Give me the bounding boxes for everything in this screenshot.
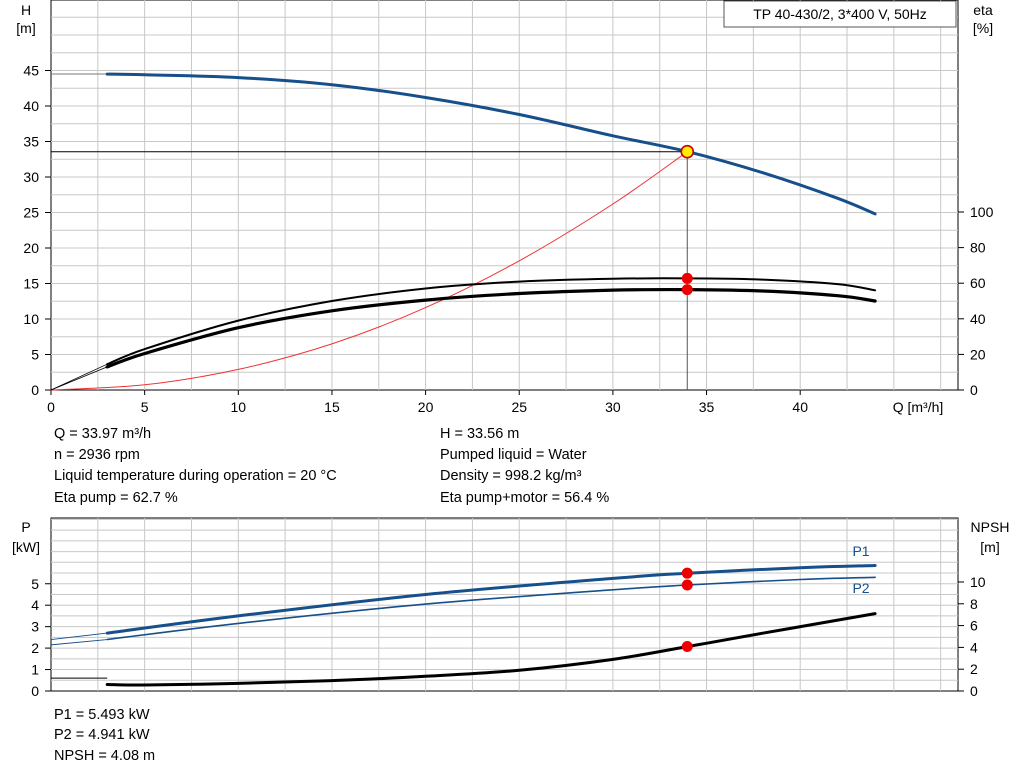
info-eta-total: Eta pump+motor = 56.4 % <box>440 490 610 506</box>
p-lead-in <box>50 632 108 640</box>
h-tick-label: 20 <box>23 240 39 256</box>
info-density: Density = 998.2 kg/m³ <box>440 468 582 484</box>
eta-tick-label: 80 <box>970 240 986 256</box>
info-q: Q = 33.97 m³/h <box>54 426 152 442</box>
p-axis-label: P <box>21 519 30 535</box>
npsh-tick-label: 8 <box>970 596 978 612</box>
p-tick-label: 2 <box>31 640 39 656</box>
op-marker-npsh <box>681 641 693 653</box>
x-tick-label: 40 <box>792 399 808 415</box>
eta-tick-label: 40 <box>970 311 986 327</box>
h-axis-unit: [m] <box>16 20 35 36</box>
op-marker-p1 <box>681 567 693 579</box>
x-tick-label: 15 <box>324 399 340 415</box>
x-tick-label: 35 <box>699 399 715 415</box>
h-tick-label: 45 <box>23 63 39 79</box>
series-eta-pump-motor <box>105 287 877 369</box>
eta-tick-label: 0 <box>970 382 978 398</box>
h-tick-label: 35 <box>23 134 39 150</box>
x-tick-label: 5 <box>141 399 149 415</box>
x-axis-label: Q [m³/h] <box>893 399 944 415</box>
npsh-tick-label: 6 <box>970 618 978 634</box>
info-p1: P1 = 5.493 kW <box>54 707 150 723</box>
p-axis-unit: [kW] <box>12 539 40 555</box>
x-tick-label: 25 <box>511 399 527 415</box>
eta-tick-label: 100 <box>970 204 994 220</box>
op-marker-h <box>680 144 695 159</box>
p-tick-label: 3 <box>31 619 39 635</box>
p-tick-label: 0 <box>31 683 39 699</box>
x-tick-label: 20 <box>418 399 434 415</box>
p2-series-label: P2 <box>852 580 869 596</box>
h-tick-label: 10 <box>23 311 39 327</box>
eta-tick-label: 60 <box>970 275 986 291</box>
h-tick-label: 40 <box>23 98 39 114</box>
h-axis-label: H <box>21 2 31 18</box>
p-tick-label: 5 <box>31 576 39 592</box>
info-liquid-temp: Liquid temperature during operation = 20… <box>54 468 337 484</box>
series-p2 <box>106 576 876 641</box>
title-text: TP 40-430/2, 3*400 V, 50Hz <box>753 6 927 22</box>
series-p1 <box>105 564 877 635</box>
eta-lead-in <box>50 366 108 391</box>
p-lead-in <box>50 639 108 646</box>
op-marker-eta-pump <box>681 272 693 284</box>
info-eta-pump: Eta pump = 62.7 % <box>54 490 178 506</box>
npsh-tick-label: 4 <box>970 639 978 655</box>
eta-axis-unit: [%] <box>973 20 993 36</box>
p1-series-label: P1 <box>852 543 869 559</box>
eta-axis-label: eta <box>973 2 993 18</box>
npsh-axis-label: NPSH <box>971 519 1010 535</box>
x-tick-label: 10 <box>231 399 247 415</box>
info-n: n = 2936 rpm <box>54 447 140 463</box>
h-tick-label: 25 <box>23 205 39 221</box>
eta-tick-label: 20 <box>970 346 986 362</box>
x-tick-label: 30 <box>605 399 621 415</box>
info-h: H = 33.56 m <box>440 426 520 442</box>
eta-lead-in <box>50 363 108 391</box>
info-npsh: NPSH = 4.08 m <box>54 748 156 764</box>
npsh-tick-label: 10 <box>970 574 986 590</box>
npsh-tick-label: 0 <box>970 683 978 699</box>
p-tick-label: 4 <box>31 597 39 613</box>
op-marker-eta-total <box>681 284 693 296</box>
series-system <box>50 151 688 391</box>
bottom-plot-frame <box>50 517 959 692</box>
x-tick-label: 0 <box>47 399 55 415</box>
h-tick-label: 30 <box>23 169 39 185</box>
h-tick-label: 15 <box>23 276 39 292</box>
h-tick-label: 5 <box>31 347 39 363</box>
h-tick-label: 0 <box>31 382 39 398</box>
series-npsh <box>105 612 877 687</box>
npsh-tick-label: 2 <box>970 661 978 677</box>
p-tick-label: 1 <box>31 662 39 678</box>
series-h <box>105 72 877 216</box>
title-box <box>723 0 957 28</box>
op-marker-p2 <box>681 579 693 591</box>
info-p2: P2 = 4.941 kW <box>54 727 150 743</box>
npsh-axis-unit: [m] <box>980 539 999 555</box>
series-eta-pump <box>106 277 877 366</box>
info-pumped-liquid: Pumped liquid = Water <box>440 447 587 463</box>
